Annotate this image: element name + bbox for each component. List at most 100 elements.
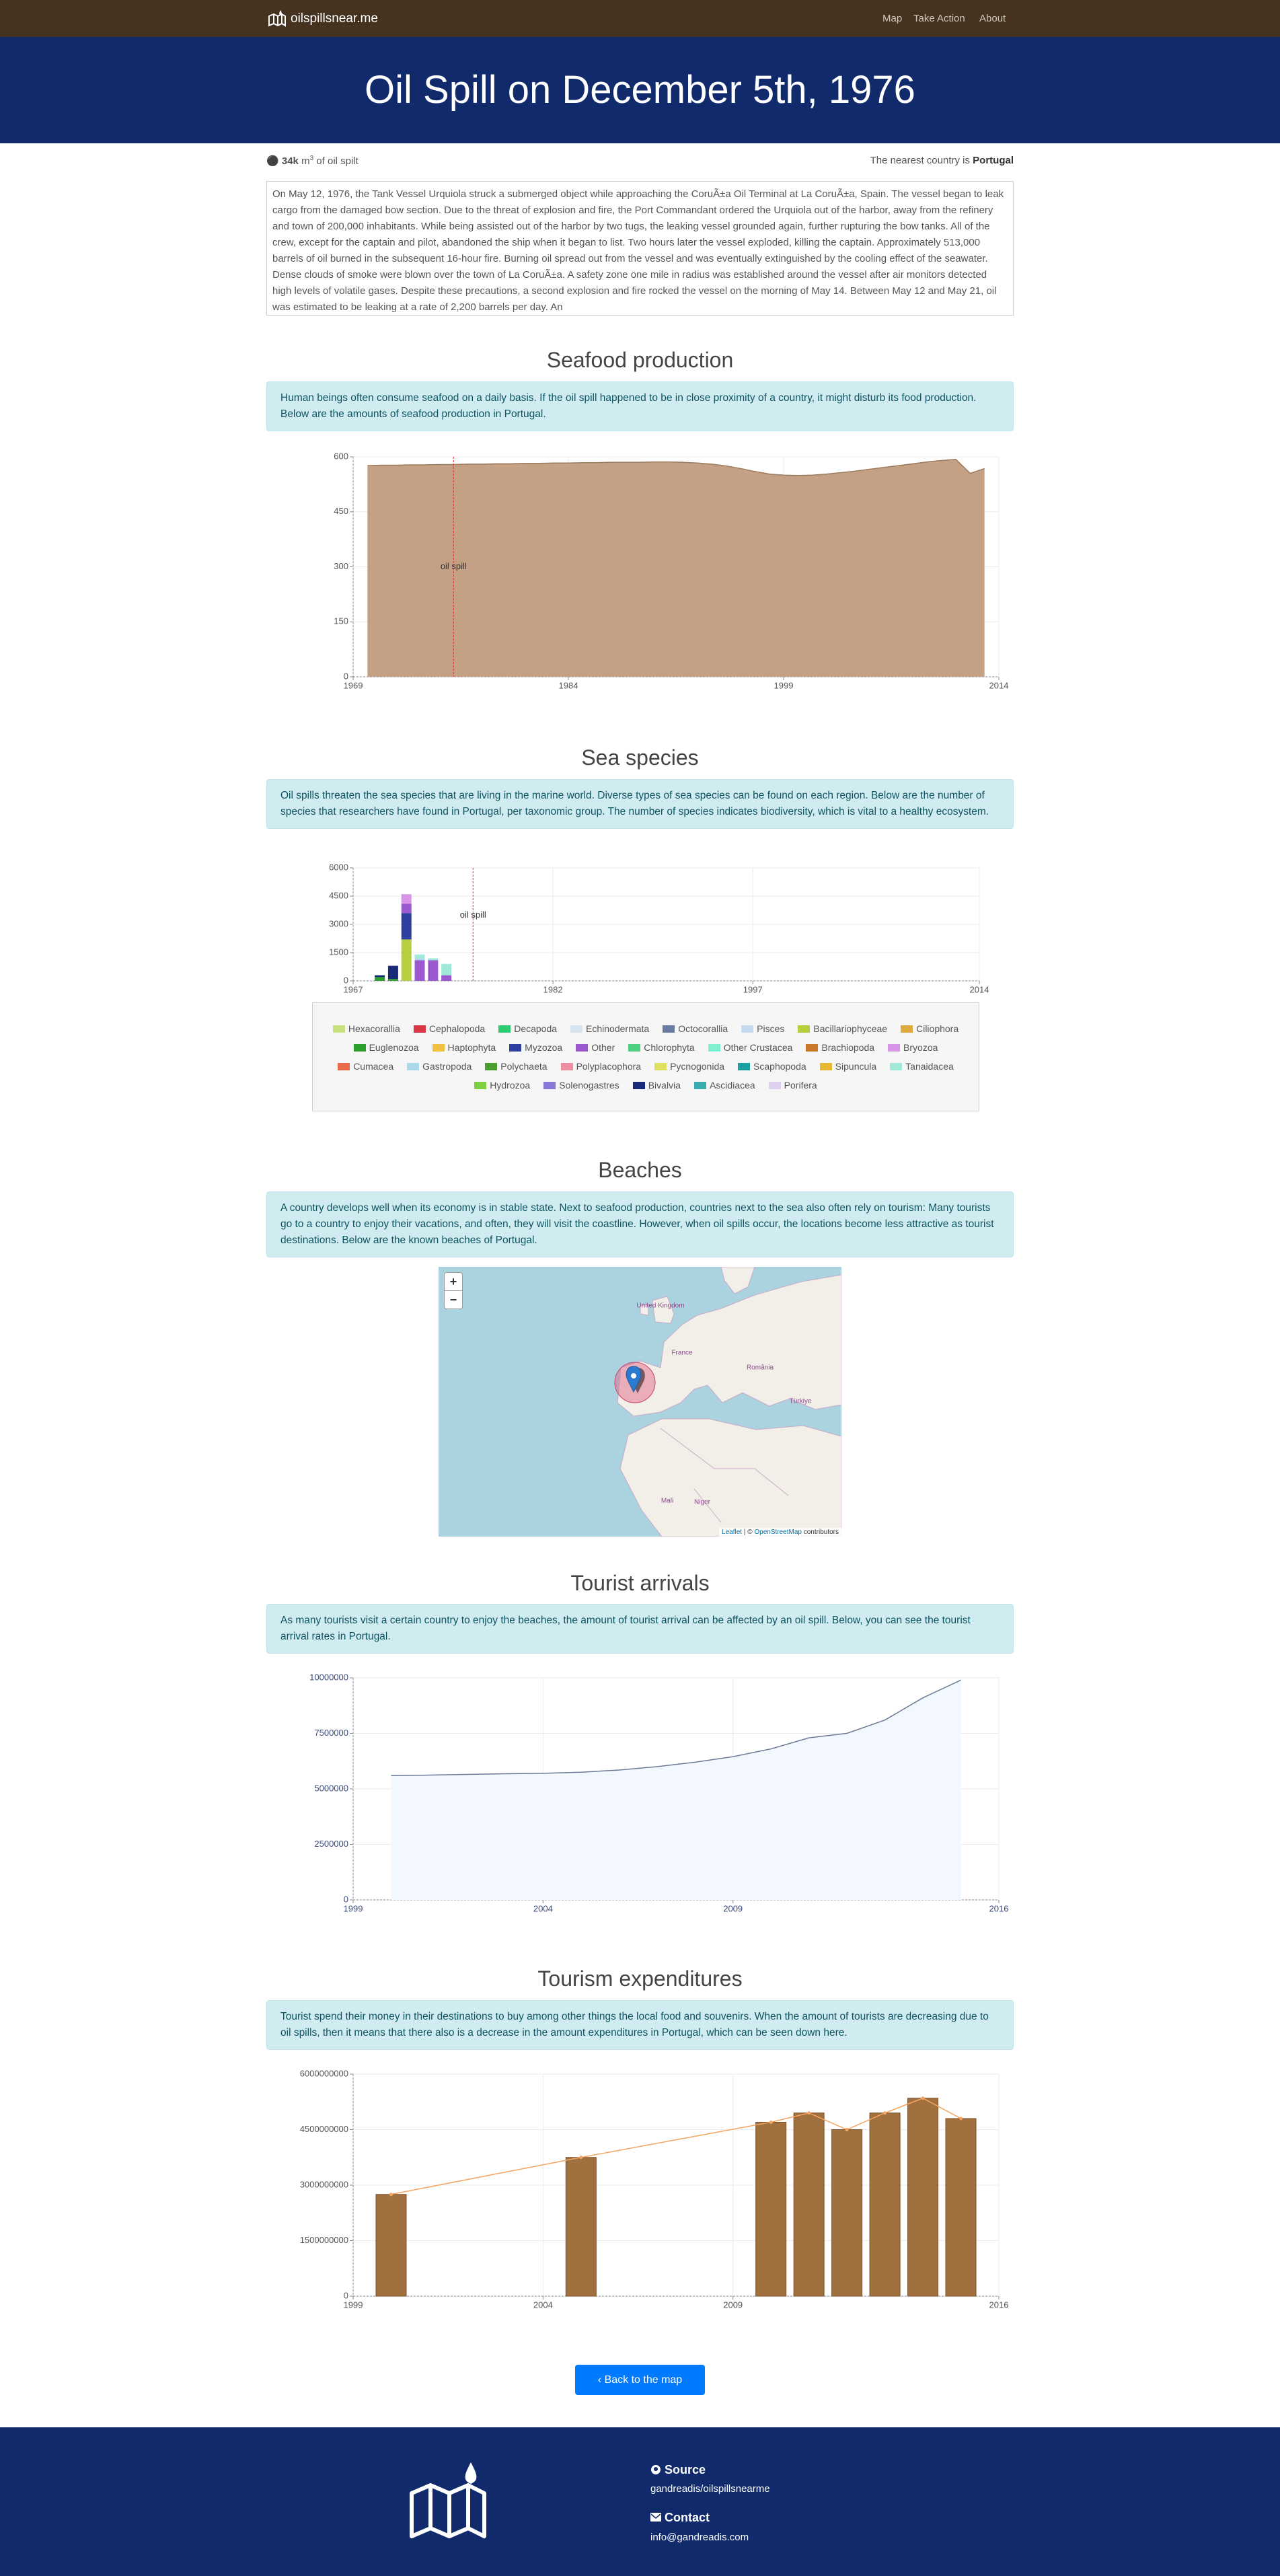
legend-item[interactable]: Gastropoda xyxy=(407,1061,472,1072)
x-tick-label: 1969 xyxy=(344,680,363,690)
zoom-out[interactable]: − xyxy=(444,1290,463,1309)
bar-segment xyxy=(387,965,398,980)
legend-label: Ascidiacea xyxy=(709,1080,755,1091)
legend-item[interactable]: Polyplacophora xyxy=(560,1061,641,1072)
legend-item[interactable]: Pisces xyxy=(741,1023,784,1034)
hero: Oil Spill on December 5th, 1976 xyxy=(0,37,1280,143)
legend-item[interactable]: Tanaidacea xyxy=(890,1061,954,1072)
map-label: France xyxy=(671,1350,693,1357)
legend-label: Polychaeta xyxy=(500,1061,548,1072)
legend-item[interactable]: Solenogastres xyxy=(543,1080,619,1091)
chart: 0 2500000 5000000 7500000 10000000 1999 2004 20… xyxy=(309,1672,1008,1913)
map-label: Türkiye xyxy=(790,1398,812,1405)
y-tick-label: 6000 xyxy=(329,862,348,872)
y-tick-label: 0 xyxy=(344,1894,348,1904)
legend-item[interactable]: Hydrozoa xyxy=(474,1080,530,1091)
legend-swatch xyxy=(741,1025,754,1033)
legend-item[interactable]: Echinodermata xyxy=(570,1023,649,1034)
y-tick-label: 3000 xyxy=(329,918,348,928)
nav-link[interactable]: Take Action xyxy=(913,13,965,24)
section-heading: Beaches xyxy=(598,1158,682,1182)
legend-item[interactable]: Other Crustacea xyxy=(708,1042,792,1053)
bar-segment xyxy=(401,913,412,940)
legend-item[interactable]: Sipuncula xyxy=(819,1061,876,1072)
nav-link[interactable]: About xyxy=(979,13,1006,24)
bar xyxy=(565,2157,597,2297)
x-tick-label: 1967 xyxy=(344,984,363,994)
legend-label: Cumacea xyxy=(353,1061,394,1072)
legend-label: Chlorophyta xyxy=(644,1042,695,1053)
bar xyxy=(793,2112,825,2297)
legend-swatch xyxy=(332,1025,345,1033)
mail-icon xyxy=(650,2513,661,2522)
y-tick-label: 150 xyxy=(334,616,348,626)
source-link[interactable]: gandreadis/oilspillsnearme xyxy=(650,2483,770,2495)
legend-item[interactable]: Ciliophora xyxy=(901,1023,958,1034)
legend-item[interactable]: Chlorophyta xyxy=(628,1042,695,1053)
brand-icon xyxy=(268,10,286,27)
legend-label: Other xyxy=(591,1042,615,1053)
back-button[interactable]: ‹ Back to the map xyxy=(575,2365,705,2395)
legend-item[interactable]: Myzozoa xyxy=(509,1042,562,1053)
section-heading: Tourist arrivals xyxy=(570,1571,710,1595)
map-label: United Kingdom xyxy=(636,1302,684,1310)
legend-item[interactable]: Euglenozoa xyxy=(353,1042,419,1053)
line xyxy=(391,1679,961,1776)
country: Portugal xyxy=(973,155,1014,166)
attribution-link[interactable]: Leaflet xyxy=(722,1529,743,1536)
section-heading: Tourism expenditures xyxy=(537,1966,743,1991)
legend-item[interactable]: Other xyxy=(576,1042,615,1053)
x-tick-label: 2016 xyxy=(989,2299,1009,2310)
legend-swatch xyxy=(474,1081,487,1089)
unit-power: 3 xyxy=(309,155,314,162)
nav-link[interactable]: Map xyxy=(882,13,903,24)
y-tick-label: 4500 xyxy=(329,890,348,900)
y-tick-label: 600 xyxy=(334,451,348,461)
contact-link[interactable]: info@gandreadis.com xyxy=(650,2532,749,2543)
area xyxy=(391,1680,961,1900)
legend-item[interactable]: Polychaeta xyxy=(485,1061,548,1072)
legend-item[interactable]: Decapoda xyxy=(498,1023,557,1034)
attribution-text: contributors xyxy=(803,1529,839,1536)
legend-item[interactable]: Porifera xyxy=(768,1080,817,1091)
legend-swatch xyxy=(888,1043,901,1052)
bar-segment xyxy=(375,977,385,981)
legend-swatch xyxy=(663,1025,675,1033)
legend-swatch xyxy=(407,1062,420,1070)
description[interactable]: On May 12, 1976, the Tank Vessel Urquiol… xyxy=(266,181,1014,316)
legend-item[interactable]: Scaphopoda xyxy=(738,1061,806,1072)
legend-item[interactable]: Octocorallia xyxy=(663,1023,728,1034)
map-tiles: United Kingdom France România Türkiye Mali Ni… xyxy=(439,1267,841,1537)
legend-label: Myzozoa xyxy=(525,1042,563,1053)
source-title: Source xyxy=(665,2463,706,2476)
legend-label: Hydrozoa xyxy=(490,1080,531,1091)
legend-item[interactable]: Ascidiacea xyxy=(693,1080,755,1091)
map-label: Niger xyxy=(694,1499,711,1506)
zoom-in[interactable]: + xyxy=(444,1272,463,1291)
section-text: As many tourists visit a certain country… xyxy=(266,1604,1014,1654)
legend-item[interactable]: Hexacorallia xyxy=(332,1023,400,1034)
y-tick-label: 0 xyxy=(344,2290,348,2300)
legend-item[interactable]: Cephalopoda xyxy=(413,1023,486,1034)
legend-item[interactable]: Bivalvia xyxy=(632,1080,681,1091)
legend-label: Pisces xyxy=(757,1023,785,1034)
legend-item[interactable]: Bryozoa xyxy=(888,1042,938,1053)
legend-item[interactable]: Cumacea xyxy=(338,1061,393,1072)
legend-swatch xyxy=(338,1062,350,1070)
x-tick-label: 1997 xyxy=(743,984,763,994)
legend-item[interactable]: Bacillariophyceae xyxy=(798,1023,887,1034)
legend-item[interactable]: Brachiopoda xyxy=(806,1042,874,1053)
section-text: Oil spills threaten the sea species that… xyxy=(266,779,1014,829)
map[interactable]: United Kingdom France România Türkiye Mali Ni… xyxy=(439,1267,841,1537)
line-point xyxy=(807,2111,811,2115)
legend-item[interactable]: Haptophyta xyxy=(432,1042,496,1053)
y-tick-label: 300 xyxy=(334,561,348,571)
legend-swatch xyxy=(560,1062,573,1070)
legend-label: Cephalopoda xyxy=(428,1023,486,1034)
legend-swatch xyxy=(806,1043,819,1052)
bar-segment xyxy=(428,960,439,981)
legend-item[interactable]: Pycnogonida xyxy=(654,1061,724,1072)
attribution-link[interactable]: OpenStreetMap xyxy=(754,1529,802,1536)
brand[interactable]: oilspillsnear.me xyxy=(291,11,378,26)
x-tick-label: 2014 xyxy=(970,984,989,994)
